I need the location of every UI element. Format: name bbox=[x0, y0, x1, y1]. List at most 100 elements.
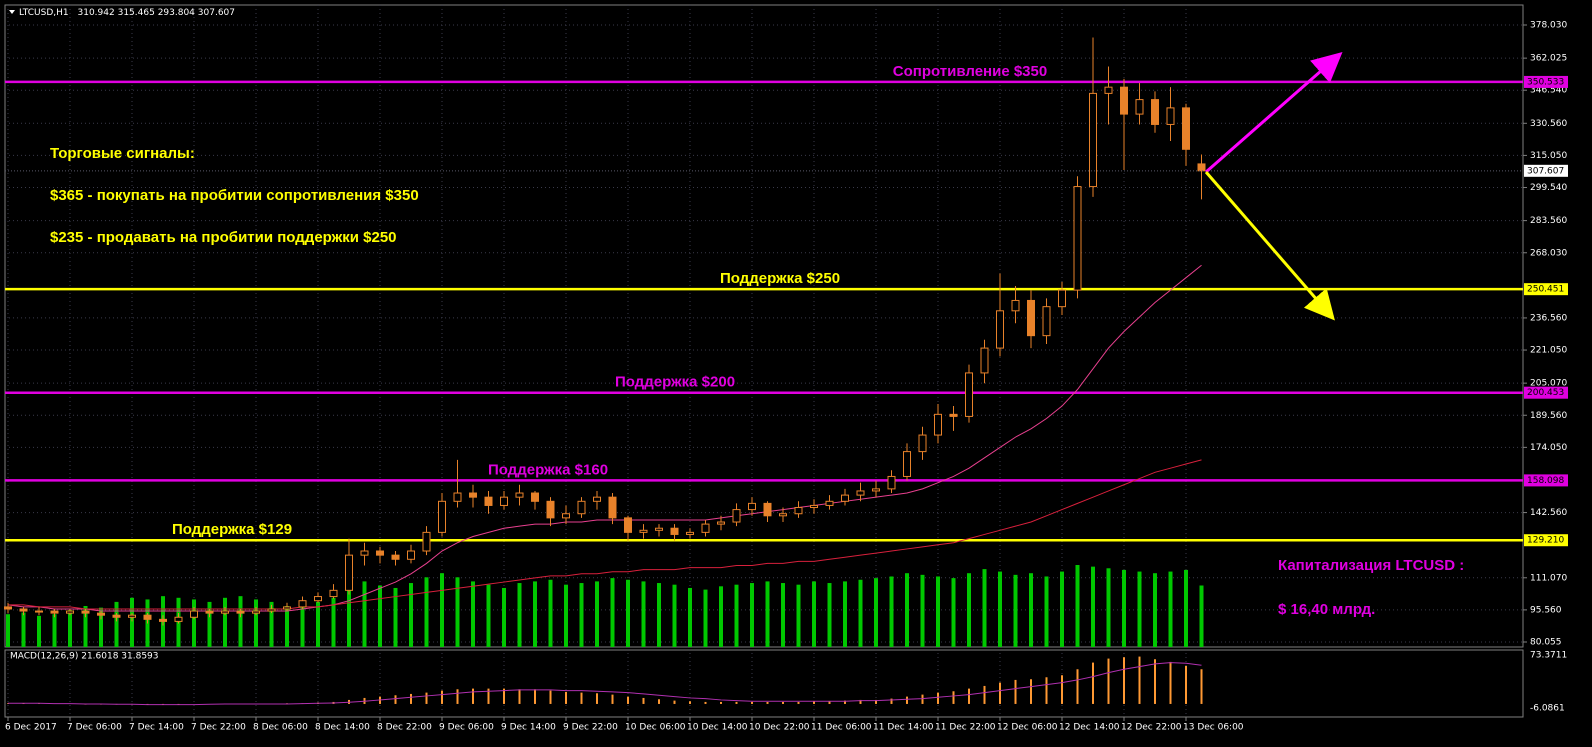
header: LTCUSD,H1 310.942 315.465 293.804 307.60… bbox=[19, 8, 235, 18]
candle-body bbox=[577, 500, 586, 515]
volume-bar bbox=[858, 579, 863, 647]
volume-bar bbox=[1013, 574, 1018, 647]
level-price-tag bbox=[1524, 75, 1568, 88]
candle-body bbox=[949, 413, 958, 417]
y-tick-label: 174.050 bbox=[1530, 443, 1567, 453]
candle-body bbox=[66, 610, 74, 614]
volume-bar bbox=[362, 581, 367, 647]
volume-bar bbox=[889, 576, 894, 647]
y-tick-label: 111.070 bbox=[1530, 573, 1567, 583]
volume-bar bbox=[719, 586, 723, 647]
candle-body bbox=[934, 413, 942, 436]
x-tick-label: 10 Dec 14:00 bbox=[687, 723, 748, 733]
capitalization-label: Капитализация LTCUSD : bbox=[1278, 557, 1464, 574]
candle-body bbox=[391, 554, 400, 560]
x-tick-label: 6 Dec 2017 bbox=[5, 723, 57, 733]
volume-bar bbox=[533, 581, 537, 647]
volume-bar bbox=[223, 597, 227, 647]
y-tick-label: 283.560 bbox=[1530, 216, 1567, 226]
candle-body bbox=[205, 610, 214, 614]
level-text: Поддержка $250 bbox=[720, 270, 840, 287]
volume-bar bbox=[1060, 571, 1064, 647]
candle-body bbox=[686, 531, 694, 535]
y-tick-label: 142.560 bbox=[1530, 508, 1567, 518]
candle-body bbox=[298, 600, 307, 608]
candle-body bbox=[236, 610, 245, 614]
volume-bar bbox=[626, 579, 630, 647]
volume-bar bbox=[517, 583, 522, 647]
volume-bar bbox=[409, 583, 413, 647]
arrow-up bbox=[1205, 52, 1343, 174]
volume-bar bbox=[502, 587, 506, 647]
candle-body bbox=[1135, 99, 1144, 115]
capitalization-value: $ 16,40 млрд. bbox=[1278, 601, 1375, 618]
candle-body bbox=[252, 610, 260, 614]
candle-body bbox=[531, 492, 539, 502]
y-tick-label: 205.070 bbox=[1530, 379, 1567, 389]
volume-bar bbox=[812, 581, 816, 647]
level-text: Поддержка $200 bbox=[615, 374, 735, 391]
volume-bar bbox=[68, 610, 72, 647]
candle-body bbox=[422, 531, 431, 552]
x-tick-label: 7 Dec 06:00 bbox=[67, 723, 122, 733]
volume-bar bbox=[6, 614, 10, 647]
x-tick-label: 12 Dec 06:00 bbox=[997, 723, 1058, 733]
volume-bar bbox=[300, 604, 305, 647]
x-tick-label: 12 Dec 22:00 bbox=[1121, 723, 1182, 733]
open-value: 310.942 bbox=[78, 8, 115, 18]
candle-body bbox=[1089, 92, 1097, 188]
candle-body bbox=[717, 521, 725, 525]
x-tick-label: 8 Dec 06:00 bbox=[253, 723, 308, 733]
volume-bar bbox=[967, 573, 971, 647]
volume-bar bbox=[982, 569, 987, 647]
candle-body bbox=[1182, 107, 1190, 150]
candle-body bbox=[810, 504, 818, 509]
level-price-label: 129.210 bbox=[1527, 536, 1564, 546]
volume-bar bbox=[424, 577, 429, 647]
candle-body bbox=[608, 496, 617, 519]
candle-body bbox=[1104, 86, 1113, 94]
candle-body bbox=[35, 610, 43, 613]
candle-body bbox=[562, 513, 570, 519]
candle-body bbox=[500, 496, 508, 506]
y-tick-label: 299.540 bbox=[1530, 183, 1567, 193]
level-price-label: 350.533 bbox=[1527, 77, 1564, 87]
candle-body bbox=[1120, 86, 1128, 115]
low-value: 293.804 bbox=[158, 8, 195, 18]
candle-body bbox=[407, 550, 415, 560]
y-tick-label: 268.030 bbox=[1530, 248, 1567, 258]
candle-body bbox=[701, 523, 710, 533]
candle-body bbox=[794, 507, 803, 515]
y-tick-label: 221.050 bbox=[1530, 346, 1567, 356]
volume-bar bbox=[52, 614, 57, 647]
volume-bar bbox=[1184, 569, 1188, 647]
x-tick-label: 9 Dec 14:00 bbox=[501, 723, 556, 733]
candle-body bbox=[453, 492, 462, 502]
candle-body bbox=[763, 502, 772, 517]
y-tick-label: 346.540 bbox=[1530, 86, 1567, 96]
candle-body bbox=[81, 610, 90, 614]
candle-body bbox=[639, 529, 648, 533]
volume-bar bbox=[1168, 571, 1173, 647]
candle-body bbox=[174, 616, 183, 622]
candle-body bbox=[779, 513, 787, 517]
volume-bar bbox=[192, 599, 196, 647]
volume-bar bbox=[936, 576, 940, 647]
candle-body bbox=[360, 550, 369, 556]
volume-bar bbox=[285, 606, 289, 647]
candle-body bbox=[97, 612, 105, 616]
candle-body bbox=[1197, 163, 1206, 172]
volume-bar bbox=[951, 578, 956, 647]
y-tick-label: 330.560 bbox=[1530, 119, 1567, 129]
menu-triangle[interactable] bbox=[9, 10, 15, 14]
level-price-tag bbox=[1524, 386, 1568, 399]
candle-body bbox=[965, 372, 973, 417]
volume-bar bbox=[579, 583, 584, 647]
volume-bar bbox=[548, 579, 553, 647]
volume-bar bbox=[130, 597, 134, 647]
level-price-tag bbox=[1524, 534, 1568, 547]
candle-body bbox=[856, 490, 865, 496]
candle-body bbox=[1042, 306, 1051, 337]
volume-bar bbox=[905, 573, 909, 647]
